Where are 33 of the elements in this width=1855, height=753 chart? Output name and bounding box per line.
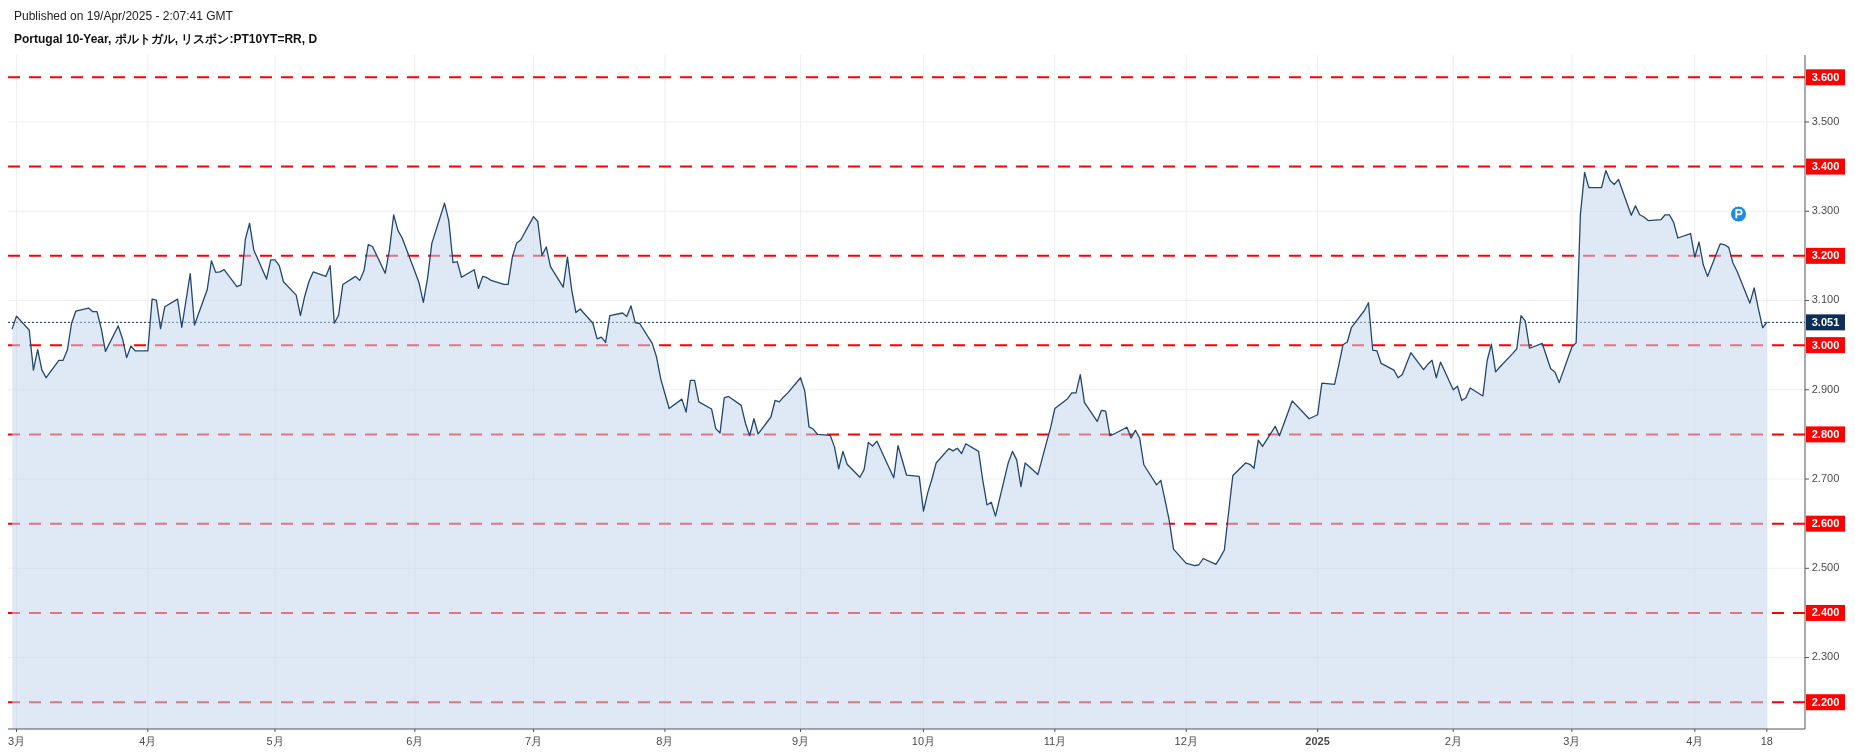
x-tick-label: 8月 [656, 734, 674, 747]
y-tick-label: 3.500 [1811, 114, 1840, 127]
x-tick-label: 2月 [1444, 734, 1462, 747]
ref-line-label: 2.400 [1811, 606, 1840, 619]
ref-line-label: 3.000 [1811, 338, 1840, 351]
x-tick-label: 2025 [1305, 734, 1330, 747]
y-tick-label: 2.900 [1811, 382, 1840, 395]
x-tick-label: 11月 [1043, 734, 1067, 747]
ref-line-label: 3.400 [1811, 160, 1840, 172]
ref-line-label: 2.800 [1811, 427, 1840, 440]
x-tick-label: 10月 [911, 734, 936, 747]
x-tick-label: 4月 [1686, 734, 1704, 747]
text: Published on 19/Apr/2025 - 2:07:41 GMT [14, 9, 234, 23]
x-tick-label: 3月 [1563, 734, 1581, 747]
x-tick-label: 9月 [791, 734, 810, 747]
x-tick-label: 6月 [406, 734, 424, 747]
x-tick-label: 18 [1760, 734, 1773, 747]
y-tick-label: 2.300 [1811, 650, 1840, 663]
ref-line-label: 3.200 [1811, 249, 1840, 262]
chart-title: Portugal 10-Year, ポルトガル, リスボン:PT10YT=RR, D [14, 32, 318, 46]
y-tick-label: 2.700 [1811, 471, 1840, 484]
y-tick-label: 3.100 [1811, 293, 1840, 306]
x-tick-label: 7月 [524, 734, 543, 747]
x-tick-label: 5月 [266, 734, 284, 747]
x-tick-label: 12月 [1174, 734, 1198, 747]
x-tick-label: 4月 [139, 734, 157, 747]
ref-line-label: 2.600 [1811, 517, 1840, 530]
ref-line-label: 3.051 [1811, 315, 1840, 328]
x-tick-label: 3月 [7, 734, 26, 747]
ref-line-label: 3.600 [1811, 70, 1840, 83]
y-tick-label: 2.500 [1811, 561, 1840, 574]
y-tick-label: 3.300 [1811, 204, 1840, 217]
ref-line-label: 2.200 [1811, 695, 1840, 708]
